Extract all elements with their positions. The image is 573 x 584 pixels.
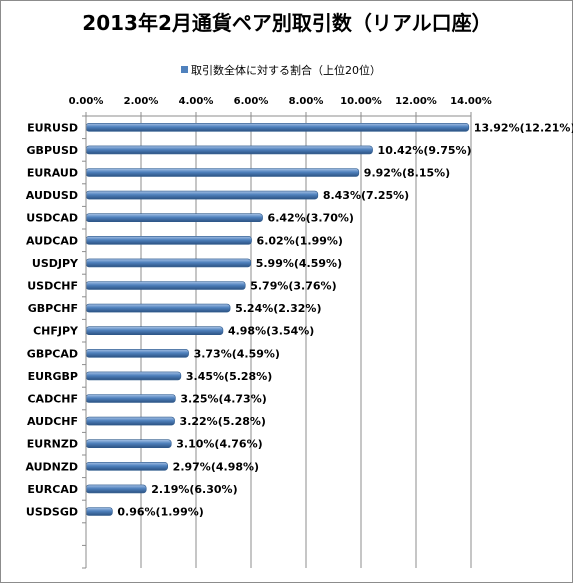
- x-tick-label: 10.00%: [340, 96, 382, 107]
- data-label: 6.42%(3.70%): [268, 212, 354, 225]
- data-label: 3.45%(5.28%): [186, 370, 272, 383]
- data-label: 8.43%(7.25%): [323, 189, 409, 202]
- data-label: 0.96%(1.99%): [117, 506, 203, 519]
- bar: [85, 326, 224, 336]
- bar: [85, 371, 182, 381]
- category-label: AUDCAD: [26, 234, 78, 247]
- bars: [85, 123, 470, 516]
- data-label: 9.92%(8.15%): [364, 167, 450, 180]
- bar: [85, 168, 360, 177]
- data-label: 13.92%(12.21%): [474, 121, 573, 134]
- legend-label: 取引数全体に対する割合（上位20位）: [191, 63, 381, 77]
- category-label: EURCAD: [27, 483, 78, 496]
- bar: [85, 507, 113, 516]
- category-label: CHFJPY: [33, 325, 79, 338]
- category-label: CADCHF: [27, 393, 78, 406]
- x-tick-label: 14.00%: [450, 96, 492, 107]
- data-label: 5.24%(2.32%): [235, 302, 321, 315]
- bar: [85, 303, 231, 313]
- category-label: AUDUSD: [26, 189, 78, 202]
- x-axis-ticks: 0.00% 2.00% 4.00% 6.00% 8.00% 10.00% 12.00% 14.…: [69, 96, 492, 116]
- legend-swatch: [181, 66, 188, 73]
- bar: [85, 190, 319, 200]
- x-tick-label: 4.00%: [179, 96, 214, 107]
- bar: [85, 213, 263, 222]
- category-label: USDJPY: [32, 257, 79, 270]
- category-label: AUDNZD: [25, 460, 78, 473]
- gridlines: [140, 116, 472, 568]
- bar: [85, 145, 373, 155]
- category-label: AUDCHF: [27, 415, 78, 428]
- bar: [85, 439, 172, 449]
- bar: [85, 348, 189, 358]
- data-label: 4.98%(3.54%): [228, 325, 314, 338]
- category-label: USDCAD: [26, 212, 78, 225]
- data-label: 3.10%(4.76%): [176, 438, 262, 451]
- x-tick-label: 0.00%: [69, 96, 104, 107]
- category-label: EURAUD: [27, 167, 78, 180]
- data-label: 6.02%(1.99%): [257, 234, 343, 247]
- x-tick-label: 6.00%: [234, 96, 269, 107]
- category-label: GBPCHF: [28, 302, 78, 315]
- bar: [85, 236, 252, 245]
- x-tick-label: 12.00%: [395, 96, 437, 107]
- bar: [85, 484, 147, 494]
- axes: [82, 115, 471, 569]
- bar: [85, 416, 175, 426]
- x-tick-label: 2.00%: [124, 96, 159, 107]
- data-label: 5.79%(3.76%): [250, 280, 336, 293]
- data-label: 2.19%(6.30%): [151, 483, 237, 496]
- bar: [85, 461, 168, 471]
- category-label: GBPUSD: [27, 144, 78, 157]
- category-label: GBPCAD: [27, 347, 78, 360]
- bar: [85, 281, 246, 290]
- legend: 取引数全体に対する割合（上位20位）: [181, 63, 381, 77]
- bar: [85, 258, 252, 268]
- data-label: 3.22%(5.28%): [180, 415, 266, 428]
- bar: [85, 394, 176, 403]
- data-label: 3.25%(4.73%): [180, 393, 266, 406]
- category-labels: EURUSD GBPUSD EURAUD AUDUSD USDCAD AUDCAD USDJ…: [25, 121, 79, 518]
- chart-title: 2013年2月通貨ペア別取引数（リアル口座）: [82, 11, 491, 35]
- bar: [85, 123, 470, 132]
- data-labels: 13.92%(12.21%)10.42%(9.75%) 9.92%(8.15%) 8…: [117, 121, 573, 518]
- category-label: EURGBP: [28, 370, 78, 383]
- data-label: 2.97%(4.98%): [173, 460, 259, 473]
- x-tick-label: 8.00%: [289, 96, 324, 107]
- category-label: EURUSD: [27, 121, 78, 134]
- category-label: USDSGD: [26, 506, 78, 519]
- data-label: 3.73%(4.59%): [194, 347, 280, 360]
- category-label: EURNZD: [27, 438, 78, 451]
- category-label: USDCHF: [27, 280, 78, 293]
- data-label: 10.42%(9.75%): [378, 144, 472, 157]
- data-label: 5.99%(4.59%): [256, 257, 342, 270]
